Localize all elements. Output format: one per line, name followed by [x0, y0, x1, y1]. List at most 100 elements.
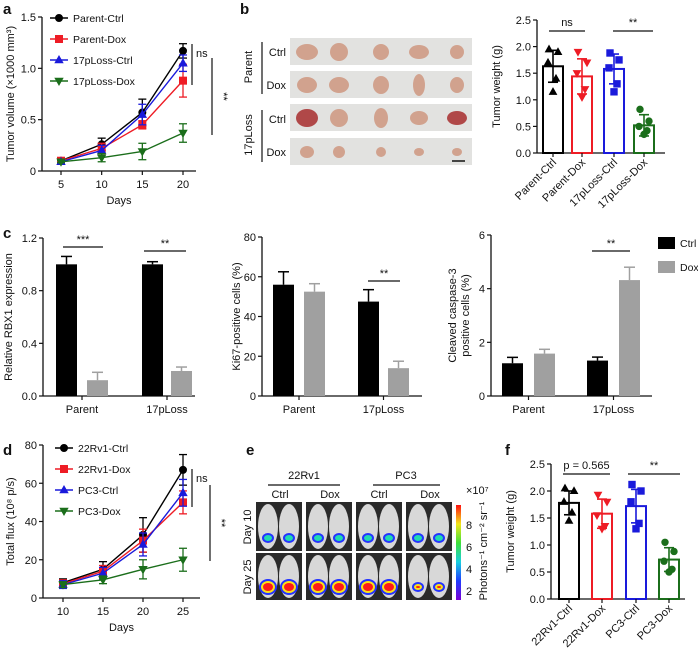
series-line — [62, 469, 184, 584]
signal-blob — [364, 535, 372, 541]
legend-label: PC3-Dox — [78, 506, 121, 518]
marker-triangle-down — [592, 512, 602, 520]
x-tick-label: Parent — [512, 404, 544, 416]
signal-blob — [335, 535, 343, 541]
bar-group-PC3-Dox — [658, 538, 680, 601]
marker-triangle-up — [569, 486, 579, 495]
series-line — [60, 80, 184, 162]
x-axis-label: Days — [106, 195, 132, 207]
bar-chart-c1: 0.0 0.4 0.8 1.2 Relative RBX1 expression Pare… — [3, 233, 195, 416]
marker-triangle-down — [58, 581, 68, 590]
tumor-sample — [373, 44, 389, 60]
tumor-sample — [409, 45, 429, 59]
y-tick-label: 40 — [25, 517, 37, 529]
signal-blob — [313, 583, 323, 591]
panel-label-f: f — [505, 442, 511, 459]
y-tick-label: 0 — [31, 593, 37, 605]
colorbar-scale: ×10⁷ — [466, 485, 489, 497]
x-tick-label: Parent — [283, 404, 315, 416]
signal-blob — [285, 535, 293, 541]
bar-chart-c2: 0 20 40 60 80 Ki67-positive cells (%) Parent 17… — [231, 232, 422, 416]
y-axis-label: Tumor weight (g) — [491, 45, 503, 128]
significance-label: ** — [629, 17, 638, 29]
signal-blob — [363, 583, 373, 591]
marker-circle — [640, 130, 648, 139]
bar-dox — [619, 280, 640, 396]
y-tick-label: 60 — [244, 272, 256, 284]
y-tick-label: 0 — [250, 391, 256, 403]
y-tick-label: 0 — [479, 391, 485, 403]
marker-triangle-up — [559, 497, 569, 505]
series-line — [60, 62, 184, 163]
marker-triangle-down — [582, 59, 592, 68]
marker-square — [60, 465, 68, 473]
line-chart-a: 0 0.5 1.0 1.5 Tumor volume (×1000 mm³) 5 10 15 2… — [5, 12, 229, 207]
marker-square — [55, 35, 63, 43]
signal-blob — [264, 535, 272, 541]
significance-label: ** — [607, 238, 616, 250]
marker-triangle-up — [544, 44, 554, 53]
y-axis-label: Relative RBX1 expression — [3, 253, 15, 381]
bioluminescence-panel: 22Rv1 PC3 Ctrl Dox Ctrl Dox Day 10 Day 2… — [242, 470, 490, 600]
legend-label: 22Rv1-Ctrl — [78, 443, 128, 455]
y-tick-label: 1.0 — [516, 95, 531, 107]
y-tick-label: 0.8 — [22, 286, 37, 298]
colorbar-tick: 2 — [466, 586, 472, 598]
tumor-sample — [450, 77, 464, 93]
marker-triangle-up — [59, 484, 69, 494]
marker-triangle-up — [543, 57, 553, 66]
marker-triangle-up — [138, 539, 148, 548]
bar-chart-c3: 0 2 4 6 Cleaved caspase-3 positive cells (%) P… — [447, 230, 698, 416]
signal-blob — [385, 535, 393, 541]
significance-label: ** — [380, 268, 389, 280]
x-tick-label: 20 — [177, 179, 189, 191]
signal-blob — [384, 583, 394, 591]
marker-square — [615, 56, 623, 64]
series-line — [62, 492, 184, 586]
colorbar-tick: 4 — [466, 564, 472, 576]
tumor-photo-panel: Parent 17pLoss Ctrl Dox Ctrl Dox — [243, 38, 472, 165]
y-tick-label: 2 — [479, 337, 485, 349]
legend-label: 22Rv1-Dox — [78, 464, 131, 476]
colorbar-label: Photons⁻¹ cm⁻² sr⁻¹ — [478, 501, 490, 600]
marker-triangle-down — [602, 498, 612, 507]
marker-square — [627, 498, 635, 506]
y-tick-label: 1.2 — [22, 233, 37, 245]
condition-label-dox: Dox — [420, 489, 440, 501]
y-tick-label: 0.0 — [516, 148, 531, 160]
y-tick-label: 6 — [479, 230, 485, 242]
colorbar-tick: 6 — [466, 542, 472, 554]
marker-triangle-up — [567, 507, 577, 516]
signal-blob — [314, 535, 322, 541]
marker-triangle-down — [137, 148, 148, 157]
x-tick-label: 17pLoss — [146, 404, 188, 416]
tumor-sample — [300, 146, 314, 158]
series-PC3-Dox — [58, 547, 188, 590]
marker-square — [605, 64, 613, 72]
tumor-sample — [373, 76, 389, 94]
y-tick-label: 1.5 — [516, 68, 531, 80]
x-tick-label: 10 — [96, 179, 108, 191]
y-axis-label: Tumor weight (g) — [505, 490, 517, 573]
x-tick-label: 20 — [137, 606, 149, 618]
signal-blob — [284, 583, 294, 591]
legend-label: Parent-Ctrl — [73, 13, 124, 25]
marker-circle — [665, 568, 673, 576]
legend-label: Dox — [680, 262, 698, 274]
significance-label: *** — [77, 234, 91, 246]
significance-label: ns — [196, 48, 208, 60]
bar-ctrl — [502, 363, 523, 396]
cell-line-label-pc3: PC3 — [395, 470, 416, 482]
tumor-sample — [447, 111, 467, 125]
marker-square — [637, 487, 645, 495]
marker-circle — [660, 557, 668, 565]
series-17pLoss-Dox — [56, 123, 188, 167]
bar-ctrl — [273, 284, 294, 396]
y-tick-label: 0.5 — [21, 115, 36, 127]
tumor-sample — [330, 43, 348, 61]
legend-label: PC3-Ctrl — [78, 485, 118, 497]
x-tick-label: 15 — [136, 179, 148, 191]
y-axis-label: Total flux (10⁸ p/s) — [5, 477, 17, 565]
bar-group-22Rv1-Dox — [591, 491, 613, 600]
y-axis-label: positive cells (%) — [460, 274, 472, 357]
